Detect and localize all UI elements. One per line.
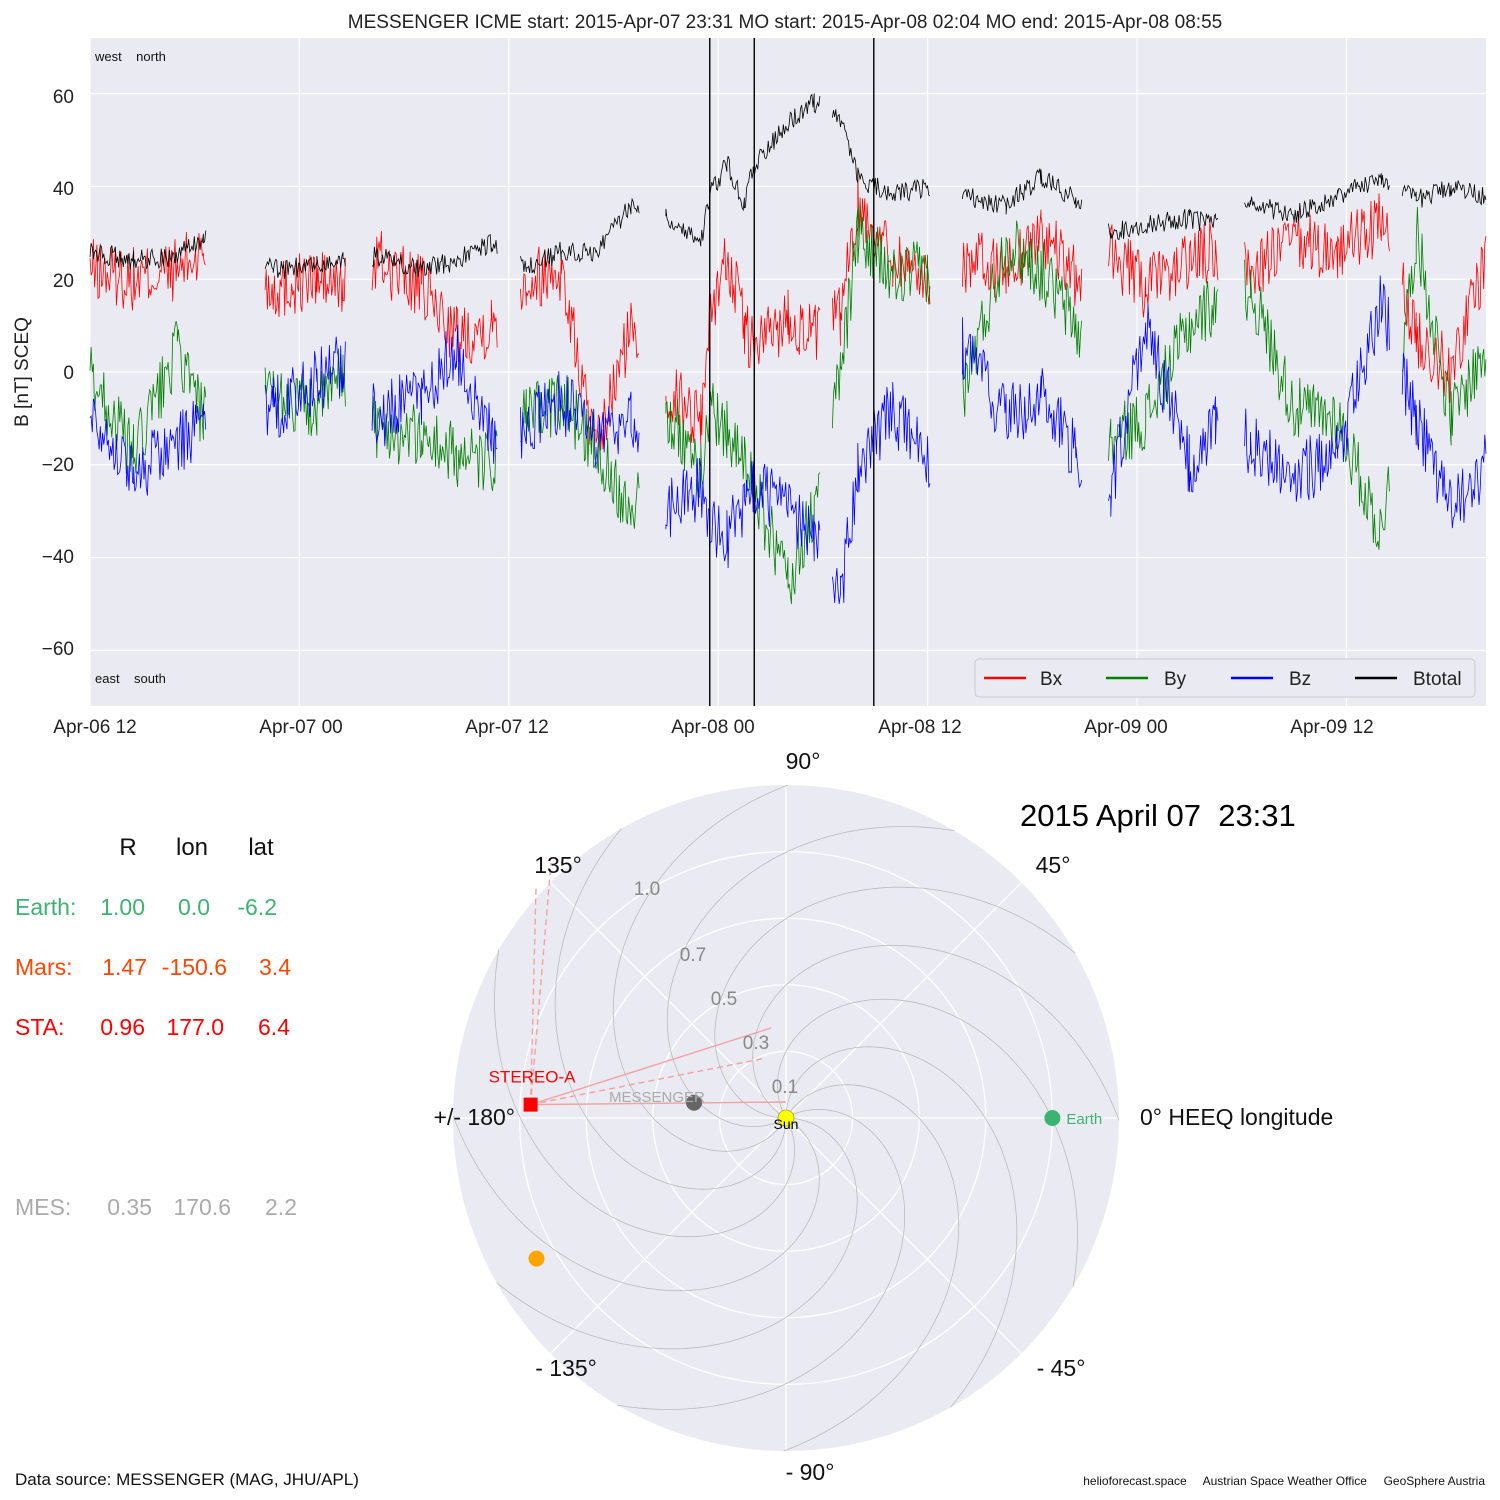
table-cell-name: Earth: (15, 894, 76, 920)
table-cell-lon: 0.0 (178, 894, 210, 920)
corner-label-bottom: east south (95, 671, 166, 686)
sta-fov-line (530, 1101, 787, 1106)
table-cell-r: 1.47 (102, 954, 147, 980)
table-cell-name: STA: (15, 1014, 64, 1040)
x-tick-label: Apr-07 00 (259, 717, 342, 738)
spiral-line (554, 828, 787, 1190)
table-cell-r: 0.35 (107, 1194, 152, 1220)
sta-fov-line (529, 887, 537, 1105)
series-line-bz (89, 275, 1487, 604)
sta-fov-line (530, 1027, 772, 1106)
angle-label-180: +/- 180° (434, 1104, 515, 1130)
radial-label: 0.3 (743, 1033, 769, 1054)
y-tick-label: 0 (63, 363, 74, 384)
body-label-messenger: MESSENGER (609, 1089, 705, 1106)
table-row-earth: Earth: 1.00 0.0 -6.2 (15, 894, 277, 920)
body-label-stereoa: STEREO-A (489, 1068, 577, 1087)
legend-label-bz: Bz (1289, 669, 1311, 690)
x-tick-label: Apr-07 12 (465, 717, 548, 738)
table-cell-lat: -6.2 (237, 894, 277, 920)
timeseries-series (89, 93, 1487, 605)
x-tick-label: Apr-09 12 (1290, 717, 1373, 738)
date-label: 2015 April 07 23:31 (1020, 798, 1296, 833)
angle-label-minus135: - 135° (535, 1355, 597, 1381)
body-marker-messenger (686, 1094, 703, 1111)
radial-label: 0.1 (772, 1077, 798, 1098)
position-table: R lon lat Earth: 1.00 0.0 -6.2 Mars: 1.4… (15, 834, 297, 1220)
sta-fov-line (529, 862, 552, 1105)
polar-panel: Earth STEREO-A MESSENGER Sun 90° 45° 0° HEE… (434, 748, 1334, 1485)
angle-label-minus90: - 90° (786, 1459, 835, 1485)
body-marker-sun (777, 1109, 795, 1127)
timeseries-grid (89, 38, 1486, 706)
series-line-btotal (89, 93, 1487, 279)
table-cell-name: MES: (15, 1194, 71, 1220)
table-cell-lon: -150.6 (162, 954, 227, 980)
spiral-line (494, 949, 796, 1238)
legend-label-btotal: Btotal (1413, 669, 1462, 690)
corner-label-top: west north (94, 49, 166, 64)
angle-label-90: 90° (786, 748, 821, 774)
table-cell-lon: 177.0 (166, 1014, 224, 1040)
table-header-lat: lat (248, 834, 274, 861)
angle-label-minus45: - 45° (1037, 1355, 1086, 1381)
spiral-line (666, 826, 955, 1128)
table-cell-lon: 170.6 (173, 1194, 231, 1220)
y-tick-label: −60 (42, 639, 74, 660)
legend-label-by: By (1164, 669, 1187, 690)
angle-label-135: 135° (534, 852, 582, 878)
angle-label-45: 45° (1036, 852, 1071, 878)
y-tick-label: −40 (42, 547, 74, 568)
spiral-line (785, 1046, 1018, 1408)
y-tick-label: 20 (53, 271, 74, 292)
table-cell-lat: 6.4 (258, 1014, 290, 1040)
y-axis-label: B [nT] SCEQ (12, 317, 33, 427)
legend-box (974, 658, 1476, 698)
body-marker-stereoa (523, 1097, 538, 1112)
y-tick-label: −20 (42, 455, 74, 476)
radial-label: 1.0 (634, 879, 660, 900)
timeseries-panel: MESSENGER ICME start: 2015-Apr-07 23:31 … (12, 12, 1487, 738)
spiral-line (783, 1084, 960, 1452)
spiral-line (714, 886, 1076, 1119)
x-tick-label: Apr-08 00 (671, 717, 754, 738)
body-label-sun: Sun (774, 1116, 799, 1132)
legend-label-bx: Bx (1040, 669, 1063, 690)
radial-label: 0.5 (711, 989, 737, 1010)
body-label-earth: Earth (1066, 1111, 1102, 1128)
spiral-line (752, 944, 1120, 1121)
table-cell-name: Mars: (15, 954, 73, 980)
table-cell-lat: 2.2 (265, 1194, 297, 1220)
body-marker-mars (528, 1250, 545, 1267)
event-lines (709, 38, 875, 706)
angle-label-0: 0° HEEQ longitude (1140, 1104, 1333, 1130)
table-cell-r: 0.96 (100, 1014, 145, 1040)
table-header-r: R (119, 834, 136, 861)
polar-bodies: Earth STEREO-A MESSENGER Sun (489, 862, 1102, 1267)
y-tick-labels: 60 40 20 0 −20 −40 −60 (42, 87, 74, 660)
data-source-label: Data source: MESSENGER (MAG, JHU/APL) (15, 1470, 359, 1489)
spiral-line (617, 1108, 906, 1410)
table-cell-lat: 3.4 (259, 954, 291, 980)
table-row-mars: Mars: 1.47 -150.6 3.4 (15, 954, 291, 980)
legend: Bx By Bz Btotal (974, 658, 1476, 698)
spiral-line (776, 998, 1078, 1287)
x-tick-label: Apr-06 12 (53, 717, 136, 738)
x-tick-label: Apr-09 00 (1084, 717, 1167, 738)
credits-label: helioforecast.space Austrian Space Weath… (1083, 1474, 1485, 1488)
table-row-sta: STA: 0.96 177.0 6.4 (15, 1014, 290, 1040)
table-header-lon: lon (176, 834, 208, 861)
spiral-line (496, 1117, 858, 1350)
table-row-mes: MES: 0.35 170.6 2.2 (15, 1194, 297, 1220)
y-tick-label: 60 (53, 87, 74, 108)
spiral-line (452, 1115, 820, 1292)
radial-label: 0.7 (680, 945, 706, 966)
chart-title: MESSENGER ICME start: 2015-Apr-07 23:31 … (348, 12, 1222, 33)
body-marker-earth (1044, 1110, 1061, 1126)
y-tick-label: 40 (53, 179, 74, 200)
x-tick-labels: Apr-06 12 Apr-07 00 Apr-07 12 Apr-08 00 … (53, 717, 1373, 738)
table-cell-r: 1.00 (100, 894, 145, 920)
x-tick-label: Apr-08 12 (878, 717, 961, 738)
